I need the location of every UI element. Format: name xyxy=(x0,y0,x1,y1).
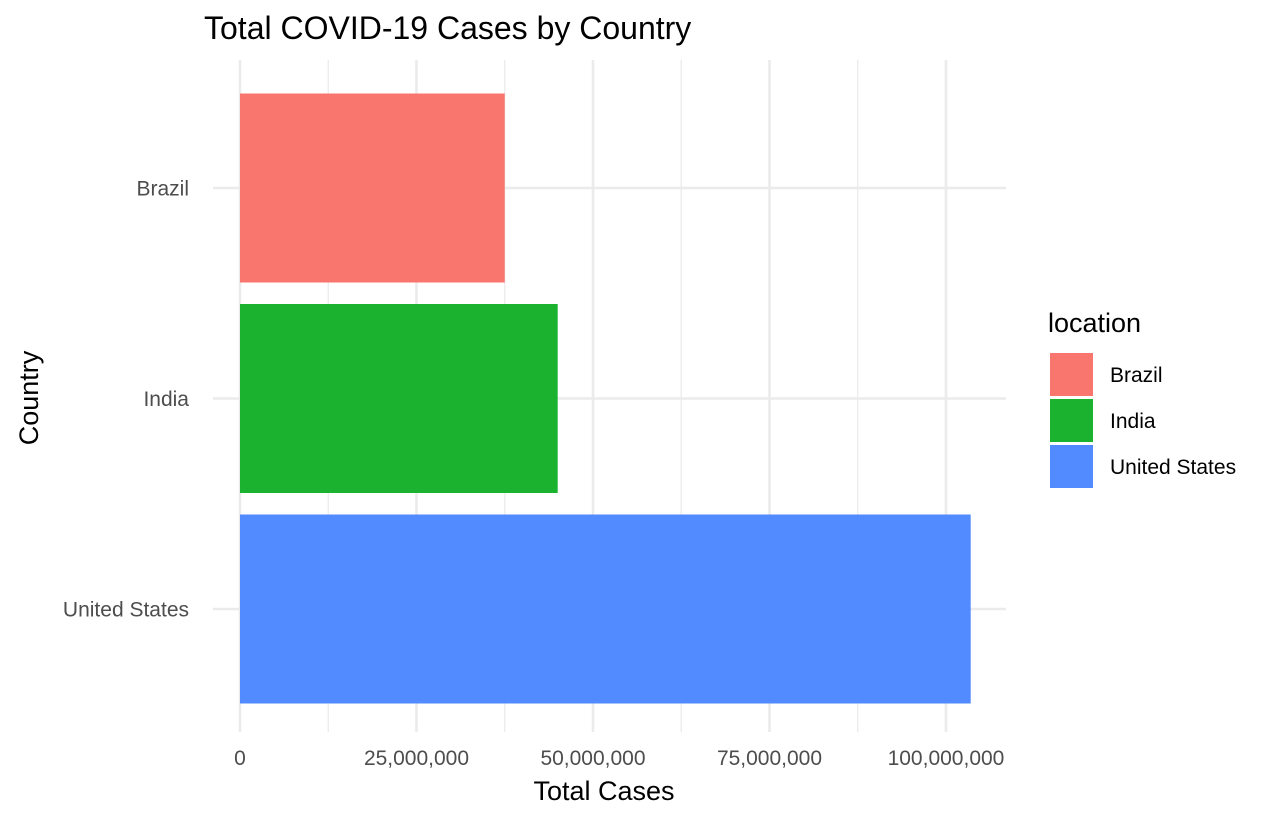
x-axis-title: Total Cases xyxy=(533,776,674,806)
legend-key-united-states xyxy=(1050,445,1093,488)
bar-india xyxy=(240,304,558,493)
legend-key-brazil xyxy=(1050,353,1093,396)
bars xyxy=(240,93,971,704)
x-tick-label: 75,000,000 xyxy=(717,747,822,770)
legend: location Brazil India United States xyxy=(1048,308,1236,488)
legend-label: Brazil xyxy=(1110,364,1163,387)
bar-united-states xyxy=(240,514,971,704)
chart-title: Total COVID-19 Cases by Country xyxy=(204,10,691,46)
legend-title: location xyxy=(1048,308,1141,338)
legend-items: Brazil India United States xyxy=(1050,353,1236,488)
x-tick-label: 0 xyxy=(234,747,246,770)
y-tick-label: India xyxy=(143,388,189,411)
y-axis-title: Country xyxy=(14,350,44,445)
legend-label: United States xyxy=(1110,456,1236,479)
legend-key-india xyxy=(1050,399,1093,442)
x-tick-label: 25,000,000 xyxy=(364,747,469,770)
axis-ticks: Brazil India United States 0 25,000,000 50,00… xyxy=(63,178,1004,771)
x-tick-label: 100,000,000 xyxy=(888,747,1005,770)
x-tick-label: 50,000,000 xyxy=(540,747,645,770)
y-tick-label: Brazil xyxy=(136,178,189,201)
y-tick-label: United States xyxy=(63,599,189,622)
legend-label: India xyxy=(1110,410,1156,433)
bar-brazil xyxy=(240,93,505,283)
